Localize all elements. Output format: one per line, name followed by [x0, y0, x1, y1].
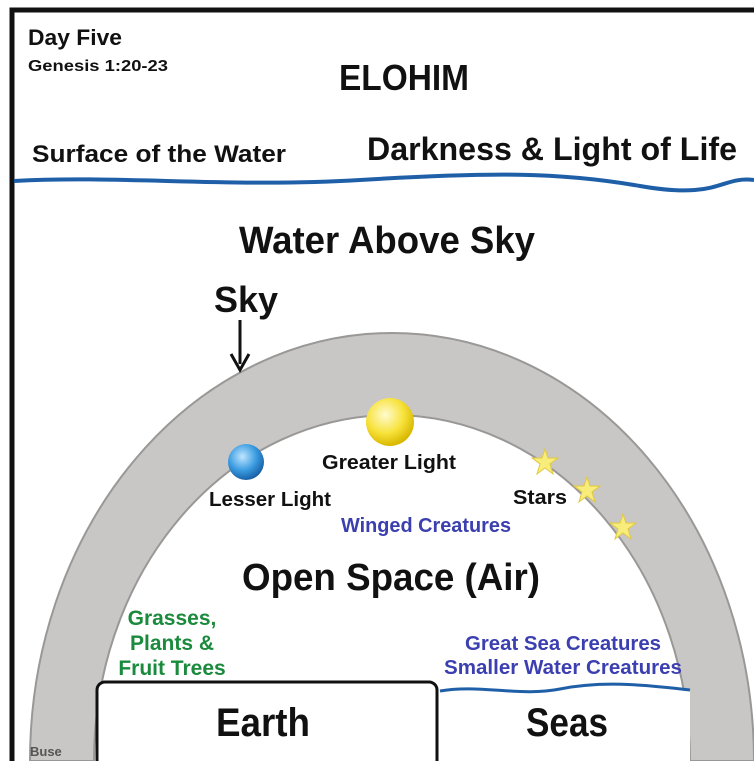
winged-label: Winged Creatures: [341, 515, 511, 537]
signature: Buse: [30, 744, 62, 759]
page: {"header": {"day": "Day Five", "referenc…: [0, 0, 754, 761]
sky-label: Sky: [214, 279, 278, 320]
surface-label: Surface of the Water: [32, 141, 286, 168]
day-label: Day Five: [28, 25, 122, 50]
diagram: Day Five Genesis 1:20-23 ELOHIM Surface …: [0, 0, 754, 761]
lesser-light: [228, 444, 264, 480]
stars-label: Stars: [513, 487, 567, 509]
plants-line: Fruit Trees: [118, 657, 225, 680]
water-above-label: Water Above Sky: [239, 220, 535, 262]
reference: Genesis 1:20-23: [28, 58, 168, 75]
earth-label: Earth: [216, 701, 310, 745]
open-space-label: Open Space (Air): [242, 557, 540, 599]
seas-label: Seas: [526, 701, 608, 745]
title: ELOHIM: [339, 57, 469, 98]
plants-line: Grasses,: [128, 607, 217, 630]
lesser-light-label: Lesser Light: [209, 489, 331, 511]
greater-light: [366, 398, 414, 446]
great-sea-label: Great Sea Creatures: [465, 633, 661, 655]
smaller-water-label: Smaller Water Creatures: [444, 657, 682, 679]
darkness-label: Darkness & Light of Life: [367, 131, 737, 167]
greater-light-label: Greater Light: [322, 452, 456, 474]
plants-line: Plants &: [130, 632, 214, 655]
